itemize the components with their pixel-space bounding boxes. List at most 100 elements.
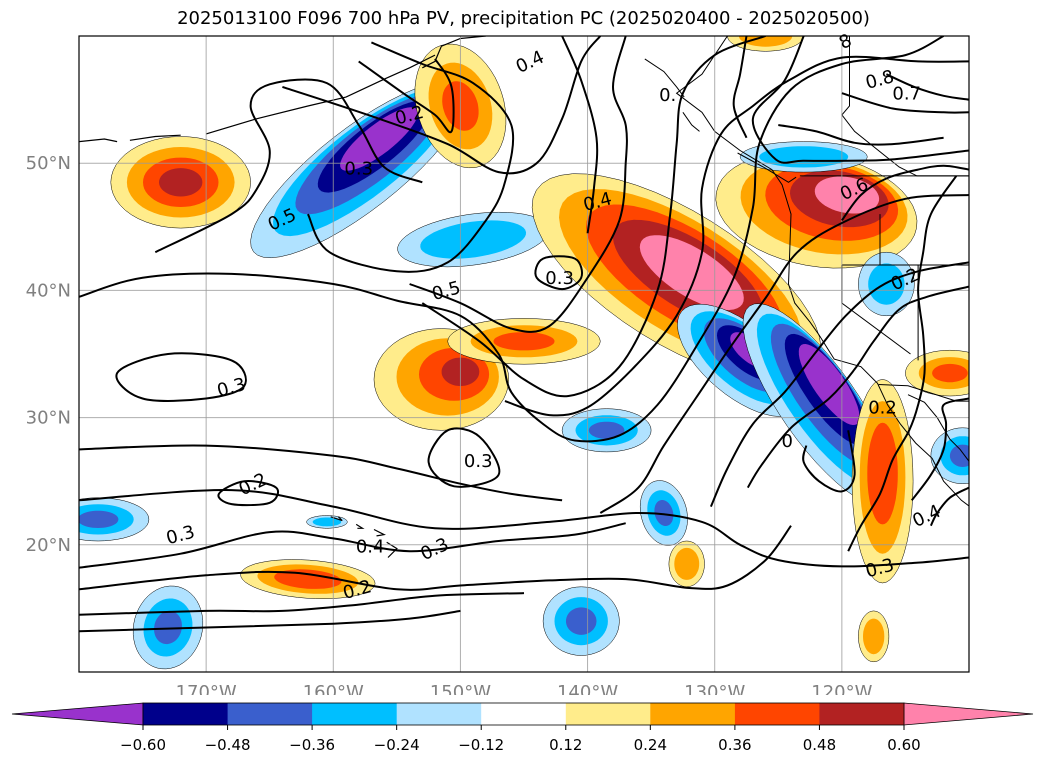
coastline-3 xyxy=(682,112,700,132)
colorbar-tick-label: 0.12 xyxy=(549,736,582,754)
pv-contour-8 xyxy=(217,480,279,507)
pv-contour-label: 0.2 xyxy=(868,398,897,419)
fill-pnw-positive-level-5 xyxy=(814,176,880,214)
gridlines xyxy=(79,36,969,672)
pv-contour-25 xyxy=(561,36,599,234)
lon-tick-label: 120°W xyxy=(811,682,872,695)
fill-subtropical-link xyxy=(447,318,601,365)
fill-hawaii-positive-level-3 xyxy=(274,569,342,589)
colorbar-segment xyxy=(143,703,229,725)
coastline-2 xyxy=(644,58,685,98)
lon-tick-label: 130°W xyxy=(684,682,745,695)
precipitation-pc-fills xyxy=(79,36,969,670)
pv-contour-label: 0.4 xyxy=(513,47,548,78)
fill-aleutian-negative xyxy=(250,81,468,259)
lon-tick-label: 160°W xyxy=(303,682,364,695)
fill-south-pos-small-level-2 xyxy=(863,618,885,655)
map-plot: 0.40.20.30.50.40.80.80.70.60.5 0.3 0.20.30… xyxy=(26,30,970,695)
pv-contour-label: 0. xyxy=(659,85,676,106)
hawaii-coast-1 xyxy=(355,523,365,529)
aleutian-coast-2 xyxy=(79,138,118,143)
pv-contours xyxy=(79,36,969,633)
colorbar-tick-label: −0.36 xyxy=(289,736,335,754)
lon-tick-label: 170°W xyxy=(176,682,237,695)
pv-contour-16 xyxy=(421,36,766,398)
lat-tick-label: 50°N xyxy=(26,153,71,174)
fill-subtropic-mid-negative xyxy=(639,480,688,546)
pv-contour-label: 0.3 xyxy=(417,534,452,565)
pv-contour-5 xyxy=(79,592,525,616)
pv-contour-15 xyxy=(409,36,628,333)
fill-baja-negative-level--5 xyxy=(798,344,860,425)
pv-contour-22 xyxy=(847,175,958,552)
pv-contour-label: 0 xyxy=(781,431,792,452)
fill-mexico-east-positive-level-3 xyxy=(932,363,968,383)
colorbar-tick-label: 0.24 xyxy=(634,736,667,754)
fill-small-west-negative xyxy=(306,515,348,529)
aleutian-coast-3 xyxy=(422,36,486,69)
pv-contour-18 xyxy=(599,194,969,514)
colorbar-extend-high xyxy=(903,702,1034,726)
pv-contour-label: 0.5 xyxy=(430,277,463,305)
aleutian-coast-0 xyxy=(205,54,436,135)
lat-tick-label: 20°N xyxy=(26,535,71,556)
colorbar-segment xyxy=(227,703,313,725)
fill-aleutian-tail xyxy=(397,211,549,268)
hawaii-coast-0 xyxy=(330,516,343,522)
colorbar-segment xyxy=(312,703,398,725)
pv-contour-2 xyxy=(79,489,969,568)
colorbar-segment xyxy=(819,703,905,725)
pv-contour-label: 0.3 xyxy=(215,374,248,402)
coastlines xyxy=(79,36,969,558)
map-frame xyxy=(78,35,970,673)
state-line-nevada xyxy=(879,214,919,361)
colorbar-segment xyxy=(650,703,736,725)
pv-contour-9 xyxy=(427,427,501,488)
hawaii-coast-2 xyxy=(373,528,386,537)
fill-mexico-negative xyxy=(930,427,969,484)
lat-tick-label: 30°N xyxy=(26,408,71,429)
fill-south-west-negative-level--3 xyxy=(154,610,182,645)
fill-npac-west xyxy=(110,136,251,229)
pv-contour-11 xyxy=(154,78,423,254)
fill-subtropical-link-level-3 xyxy=(493,332,555,351)
pv-contour-label: 0.4 xyxy=(909,501,944,532)
fill-subtropic-mid-negative-level--3 xyxy=(654,500,674,526)
fill-small-west-negative-level--2 xyxy=(312,517,342,527)
fill-west-edge-negative-level--3 xyxy=(79,510,119,528)
colorbar-tick-label: −0.24 xyxy=(374,736,420,754)
fill-tropical-negative xyxy=(542,586,620,656)
lon-tick-label: 150°W xyxy=(430,682,491,695)
colorbar-frame xyxy=(142,702,905,726)
colorbar-extend-low xyxy=(11,702,144,726)
pv-contour-27 xyxy=(751,36,969,164)
pv-contour-label: 0.7 xyxy=(892,84,921,105)
pv-contour-28 xyxy=(778,124,944,146)
pv-contour-12 xyxy=(282,36,602,175)
pv-contour-10 xyxy=(534,255,583,291)
fill-south-pos-small xyxy=(858,610,890,663)
colorbar-tick-label: 0.36 xyxy=(718,736,751,754)
map-axis-labels: 170°W 160°W 150°W 140°W 130°W 120°W 20°N 30°N 40… xyxy=(26,153,873,695)
fill-pacific-pos-small xyxy=(668,540,705,588)
fill-canada-positive-level-2 xyxy=(738,36,793,47)
pv-contour-30 xyxy=(885,73,969,101)
pv-contour-23 xyxy=(910,397,969,501)
colorbar-tick-label: 0.60 xyxy=(887,736,920,754)
fill-aleutian-negative-level--5 xyxy=(340,107,418,171)
pv-contour-6 xyxy=(79,609,461,633)
pv-contour-21 xyxy=(802,430,856,493)
pv-contour-labels: 0.40.20.30.50.40.80.80.70.60.5 0.3 0.20.30… xyxy=(164,30,944,604)
fill-tropical-small-negative-level--3 xyxy=(588,421,625,439)
pv-contour-label: 0.3 xyxy=(464,451,493,472)
coastline-1 xyxy=(907,394,969,463)
colorbar-tick-label: −0.60 xyxy=(120,736,166,754)
chart-title: 2025013100 F096 700 hPa PV, precipitatio… xyxy=(177,8,870,29)
fill-pnw-positive xyxy=(715,152,918,269)
lon-tick-label: 140°W xyxy=(557,682,618,695)
pv-contour-26 xyxy=(732,36,748,139)
fill-mexico-positive xyxy=(851,379,914,584)
pv-contour-19 xyxy=(709,261,969,508)
pv-contour-31 xyxy=(841,164,969,221)
lat-tick-label: 40°N xyxy=(26,280,71,301)
